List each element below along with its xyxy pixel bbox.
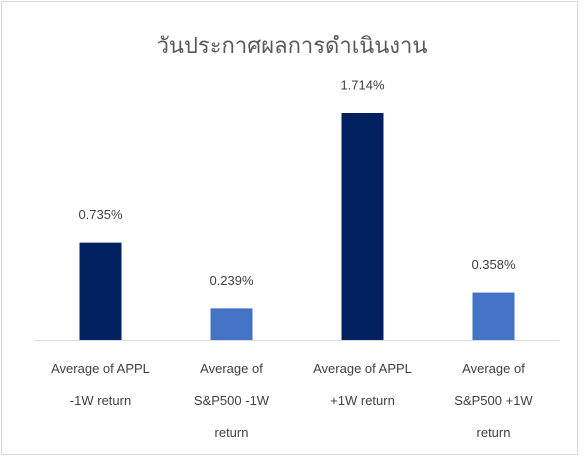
chart-title: วันประกาศผลการดำเนินงาน bbox=[157, 33, 428, 58]
x-tick-label: Average of S&P500 +1W return bbox=[454, 361, 533, 440]
bar bbox=[472, 292, 515, 340]
chart-border bbox=[1, 1, 578, 455]
data-label: 1.714% bbox=[340, 77, 385, 92]
bar bbox=[341, 113, 384, 340]
data-label: 0.735% bbox=[78, 207, 123, 222]
bar bbox=[79, 242, 122, 340]
data-label: 0.239% bbox=[209, 273, 254, 288]
x-tick-label: Average of S&P500 -1W return bbox=[193, 361, 270, 440]
x-tick-label: Average of APPL +1W return bbox=[313, 361, 412, 408]
bar bbox=[210, 308, 253, 340]
x-tick-label: Average of APPL -1W return bbox=[51, 361, 150, 408]
data-label: 0.358% bbox=[471, 257, 516, 272]
